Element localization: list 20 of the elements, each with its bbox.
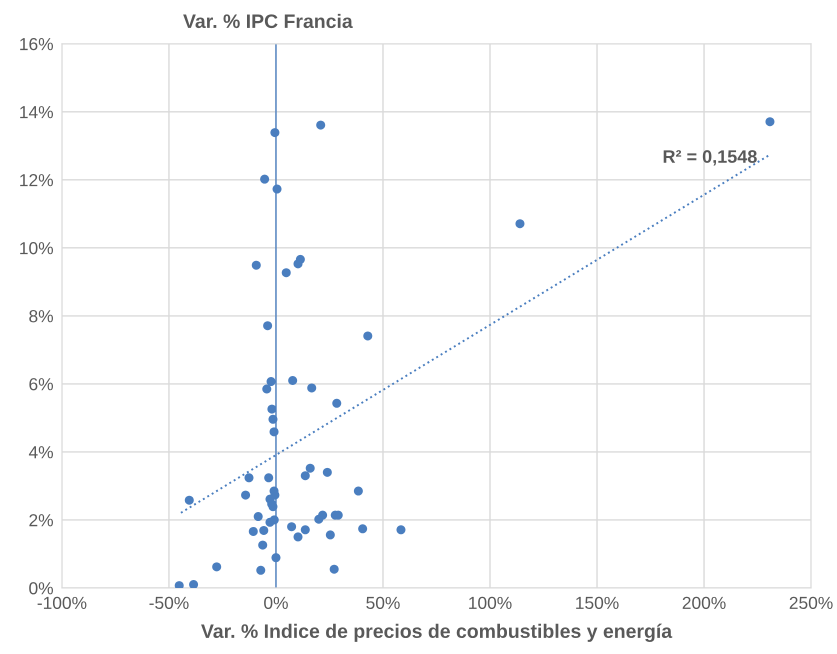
x-tick-label: 250% xyxy=(790,596,833,610)
y-tick-label: 2% xyxy=(29,514,53,526)
x-tick-label: 0% xyxy=(264,596,288,610)
chart-title: Var. % IPC Francia xyxy=(183,14,353,28)
y-tick-label: 8% xyxy=(29,310,53,322)
x-axis-title: Var. % Indice de precios de combustibles y energía xyxy=(201,624,672,642)
annotation: R² = 0,1548 xyxy=(664,150,757,166)
y-tick-label: 0% xyxy=(29,582,53,594)
x-tick-label: 200% xyxy=(682,596,726,610)
x-tick-label: -50% xyxy=(149,596,189,610)
x-tick-label: 100% xyxy=(469,596,512,610)
x-tick-label: 150% xyxy=(576,596,619,610)
x-tick-label: -100% xyxy=(38,596,86,610)
y-tick-label: 14% xyxy=(20,106,53,118)
y-tick-label: 16% xyxy=(20,38,53,50)
y-tick-label: 4% xyxy=(28,446,53,458)
y-tick-label: 12% xyxy=(20,174,53,186)
x-tick-label: 50% xyxy=(366,596,400,610)
y-tick-label: 6% xyxy=(29,378,53,390)
y-tick-label: 10% xyxy=(20,242,53,254)
